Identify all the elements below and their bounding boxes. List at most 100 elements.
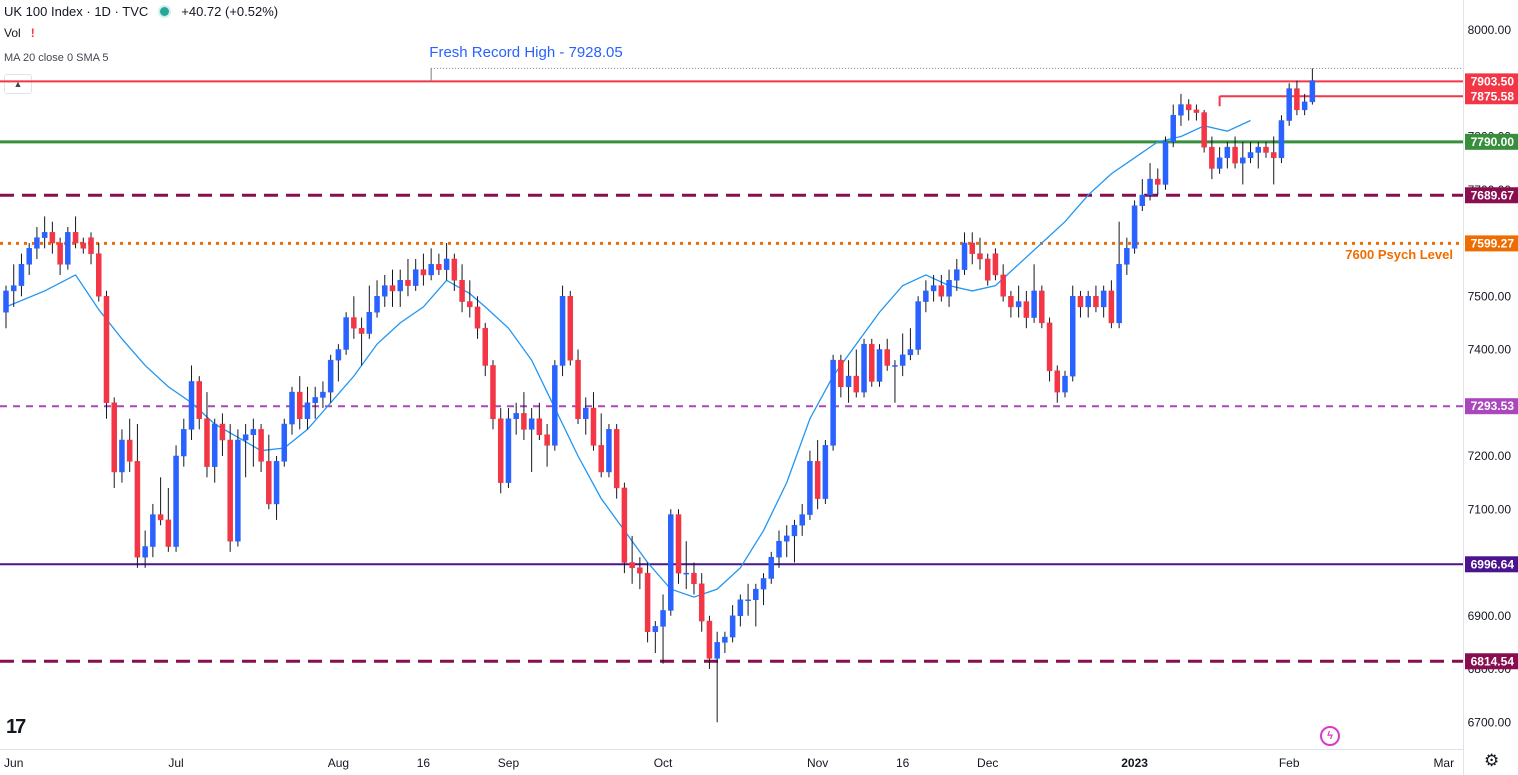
candle [1170,104,1176,148]
candle-body [443,258,450,270]
chevron-up-icon[interactable]: ▲ [4,74,32,94]
candle-body [1039,290,1045,324]
gear-icon[interactable]: ⚙ [1484,751,1500,770]
candle [1155,168,1161,196]
candle-body [783,535,790,542]
candle [304,386,311,430]
candle-body [544,434,550,446]
candle [188,365,195,441]
candle [428,248,434,281]
candle [1008,290,1014,318]
candle-body [250,429,257,435]
candle-body [737,599,744,617]
candle [954,258,960,291]
candle [34,227,40,259]
candle-body [729,615,736,638]
candle [814,440,821,510]
candle [57,237,63,275]
candle-body [613,429,620,489]
candle-body [490,365,496,419]
candle-body [853,375,860,393]
candle [134,424,141,568]
candle [242,424,249,478]
candle [923,280,929,313]
candle [505,408,512,488]
candle-body [1309,80,1316,103]
candle-body [892,365,898,367]
symbol-title[interactable]: UK 100 Index · 1D · TVC [4,4,149,19]
candle [196,376,202,430]
psych-level-annotation: 7600 Psych Level [1345,247,1453,262]
candle-body [961,242,968,270]
record-high-annotation: Fresh Record High - 7928.05 [429,44,622,61]
candle [1216,147,1223,174]
y-tick-label: 7400.00 [1468,343,1512,357]
candle-body [428,264,434,276]
price-tag [1465,187,1518,204]
x-tick-label: Sep [498,756,520,770]
candle-body [899,354,906,366]
candle [722,631,728,654]
candle [1270,136,1277,185]
candle-body [482,327,489,366]
candle [1178,93,1184,126]
candle [459,264,465,313]
candle [358,317,365,366]
x-tick-label: Nov [807,756,828,770]
x-tick-label: Aug [328,756,349,770]
candle [583,397,589,435]
candle-body [134,461,141,558]
candle [1054,365,1061,403]
candle-body [1124,248,1130,265]
ma-legend[interactable]: MA 20 close 0 SMA 5 [4,52,109,64]
candle [984,253,991,286]
candle [629,535,635,584]
candle [1193,104,1200,121]
candle-body [1278,120,1285,159]
candle-body [977,253,983,260]
candle-body [1240,157,1246,164]
candle-body [807,461,813,515]
candle-body [412,269,419,286]
candle-body [358,327,365,334]
y-tick-label: 6700.00 [1468,715,1512,729]
candle-body [1193,109,1200,113]
candle-body [1108,290,1115,324]
price-tag-label: 7293.53 [1471,399,1515,413]
candle [521,392,527,441]
market-status-icon [160,7,170,16]
candle-body [814,461,821,499]
candle-body [266,461,272,505]
candle-body [1054,370,1061,393]
candle [497,408,504,494]
y-axis: 6700.006800.006900.007000.007100.007200.… [1468,23,1512,729]
candle-body [188,381,195,430]
candle-body [1155,178,1161,185]
candle-body [420,269,427,276]
candle [637,557,643,590]
vol-label[interactable]: Vol [4,26,21,40]
candle-body [150,514,156,547]
candle-body [49,232,56,244]
candle [1185,99,1192,121]
candle [227,424,233,552]
candle-body [103,296,110,403]
candle [838,354,844,398]
candle-body [559,296,566,366]
candle [412,258,419,291]
candle [1015,285,1022,318]
candle [436,253,442,275]
candle-body [1263,146,1269,153]
candle-body [915,301,921,350]
tradingview-logo[interactable]: 17 [6,716,26,738]
candle-body [451,258,458,281]
candle-body [1201,112,1207,148]
candle-body [1131,205,1138,249]
candle-body [629,562,635,569]
candle-body [876,349,883,382]
candle [644,562,651,643]
candle-body [691,572,697,585]
price-tag-label: 7875.58 [1471,89,1515,103]
lightning-icon[interactable]: ϟ [1320,726,1340,746]
